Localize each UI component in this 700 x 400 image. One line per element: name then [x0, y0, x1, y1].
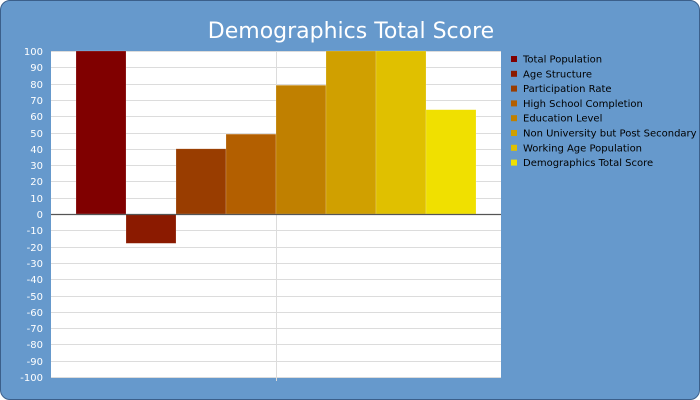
y-tick-label: 90 [30, 63, 43, 74]
y-tick-label: -10 [27, 226, 43, 237]
bar [275, 84, 327, 215]
legend-label: Total Population [522, 55, 602, 66]
bar [175, 148, 227, 215]
legend-swatch [511, 159, 517, 166]
y-tick-label: 60 [30, 112, 43, 123]
y-tick-label: 40 [30, 145, 43, 156]
bar [75, 50, 127, 215]
legend-swatch [511, 144, 517, 151]
y-tick-label: -80 [27, 340, 43, 351]
y-tick-label: -70 [27, 324, 43, 335]
bar [225, 133, 277, 215]
y-tick-label: 30 [30, 161, 43, 172]
legend-swatch [511, 70, 517, 77]
legend-label: Demographics Total Score [523, 158, 653, 169]
y-tick-label: 70 [30, 96, 43, 107]
legend-swatch [511, 115, 517, 122]
bar [325, 50, 377, 215]
y-tick-label: 20 [30, 177, 43, 188]
y-tick-label: -40 [27, 275, 43, 286]
y-tick-label: 80 [30, 80, 43, 91]
legend-swatch [511, 85, 517, 92]
y-tick-label: -30 [27, 259, 43, 270]
y-tick-label: 50 [30, 129, 43, 140]
bar [125, 213, 177, 244]
legend: Total Population Age Structure Participati… [511, 55, 697, 169]
legend-label: Non University but Post Secondary [523, 129, 697, 140]
y-tick-label: 10 [30, 194, 43, 205]
legend-swatch [511, 100, 517, 107]
bars [75, 50, 477, 244]
legend-label: Working Age Population [523, 143, 642, 154]
legend-swatch [511, 130, 517, 136]
chart-title: Demographics Total Score [208, 19, 494, 44]
y-tick-label: -100 [20, 373, 43, 384]
y-axis-ticks: -100-90-80-70-60-50-40-30-20-10010203040… [20, 47, 43, 384]
legend-label: High School Completion [523, 99, 643, 110]
y-tick-label: -60 [27, 308, 43, 319]
y-tick-label: -90 [27, 357, 43, 368]
legend-label: Age Structure [523, 69, 592, 80]
legend-label: Participation Rate [523, 84, 612, 95]
legend-label: Education Level [523, 114, 602, 125]
legend-swatch [511, 56, 517, 62]
y-tick-label: 100 [24, 47, 43, 58]
bar [375, 50, 427, 215]
y-tick-label: 0 [37, 210, 43, 221]
y-tick-label: -50 [27, 292, 43, 303]
bar [425, 109, 477, 215]
y-tick-label: -20 [27, 243, 43, 254]
